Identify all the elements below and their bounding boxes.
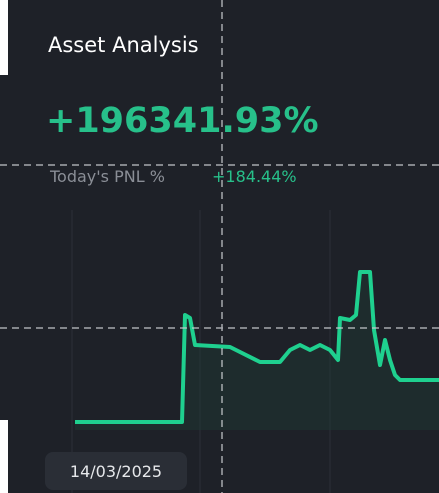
date-label: 14/03/2025 (70, 462, 162, 481)
line-area (75, 272, 439, 430)
date-badge (45, 452, 187, 490)
edge-strip (0, 0, 8, 75)
total-pnl: +196341.93% (46, 101, 319, 141)
today-pnl-value: +184.44% (212, 167, 297, 186)
title: Asset Analysis (48, 33, 199, 57)
pnl-line (75, 270, 439, 424)
today-pnl-label: Today's PNL % (49, 167, 165, 186)
edge-strip (0, 420, 8, 493)
